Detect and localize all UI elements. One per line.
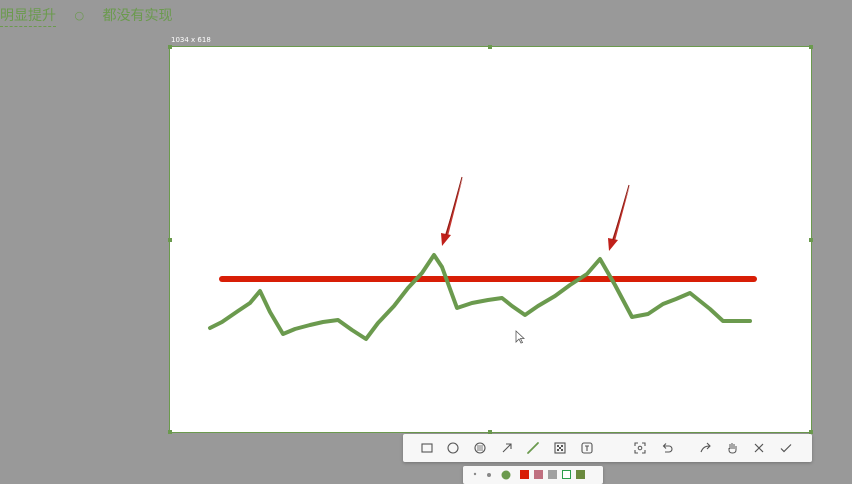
green-curve-annotation — [208, 253, 752, 341]
pin-icon — [728, 443, 737, 454]
text-icon — [581, 442, 593, 454]
blur-tool[interactable] — [551, 439, 569, 457]
resize-handle-top[interactable] — [488, 45, 492, 49]
color-swatch-gray[interactable] — [548, 470, 557, 479]
undo-icon — [662, 443, 673, 453]
mosaic-tool[interactable] — [471, 439, 489, 457]
color-swatch-pink[interactable] — [534, 470, 543, 479]
color-palette-bar — [463, 466, 603, 484]
capture-size-label: 1034 x 618 — [171, 36, 211, 44]
confirm-tool[interactable] — [777, 439, 795, 457]
check-icon — [780, 444, 792, 453]
resize-handle-right[interactable] — [809, 238, 813, 242]
circle-separator-icon: ○ — [74, 9, 85, 22]
arrow-tool[interactable] — [498, 439, 516, 457]
scan-icon — [634, 442, 646, 454]
share-tool[interactable] — [697, 439, 715, 457]
resize-handle-bottom-left[interactable] — [168, 430, 172, 434]
arrow-annotation-2 — [608, 184, 630, 251]
resize-handle-top-right[interactable] — [809, 45, 813, 49]
undo-tool[interactable] — [658, 439, 676, 457]
rectangle-tool[interactable] — [418, 439, 436, 457]
arrow-icon — [502, 443, 512, 453]
color-swatch-olive[interactable] — [576, 470, 585, 479]
pen-tool[interactable] — [524, 439, 542, 457]
arrow-annotation-1 — [441, 176, 463, 246]
ellipse-tool[interactable] — [444, 439, 462, 457]
text-tool[interactable] — [578, 439, 596, 457]
capture-region[interactable] — [169, 46, 812, 433]
pen-icon — [527, 442, 539, 454]
pin-tool[interactable] — [724, 439, 742, 457]
background-text-right: 都没有实现 — [102, 8, 173, 24]
blur-icon — [554, 442, 566, 454]
large-dot-selected-icon[interactable] — [500, 469, 512, 481]
color-swatch-red[interactable] — [520, 470, 529, 479]
ocr-tool[interactable] — [631, 439, 649, 457]
color-swatch-green-selected[interactable] — [562, 470, 571, 479]
share-icon — [700, 442, 711, 453]
resize-handle-bottom-right[interactable] — [809, 430, 813, 434]
small-dot-icon[interactable] — [472, 471, 478, 477]
annotation-canvas[interactable] — [170, 47, 811, 432]
medium-dot-icon[interactable] — [485, 471, 493, 479]
mouse-cursor-icon — [515, 330, 525, 344]
close-icon — [754, 443, 764, 453]
rectangle-icon — [421, 443, 433, 453]
background-text-left: 明显提升 — [0, 8, 56, 27]
mosaic-icon — [474, 442, 486, 454]
screenshot-toolbar — [403, 434, 812, 462]
resize-handle-bottom[interactable] — [488, 430, 492, 434]
resize-handle-top-left[interactable] — [168, 45, 172, 49]
background-text: 明显提升 ○ 都没有实现 — [0, 5, 173, 27]
cancel-tool[interactable] — [750, 439, 768, 457]
ellipse-icon — [447, 442, 459, 454]
resize-handle-left[interactable] — [168, 238, 172, 242]
